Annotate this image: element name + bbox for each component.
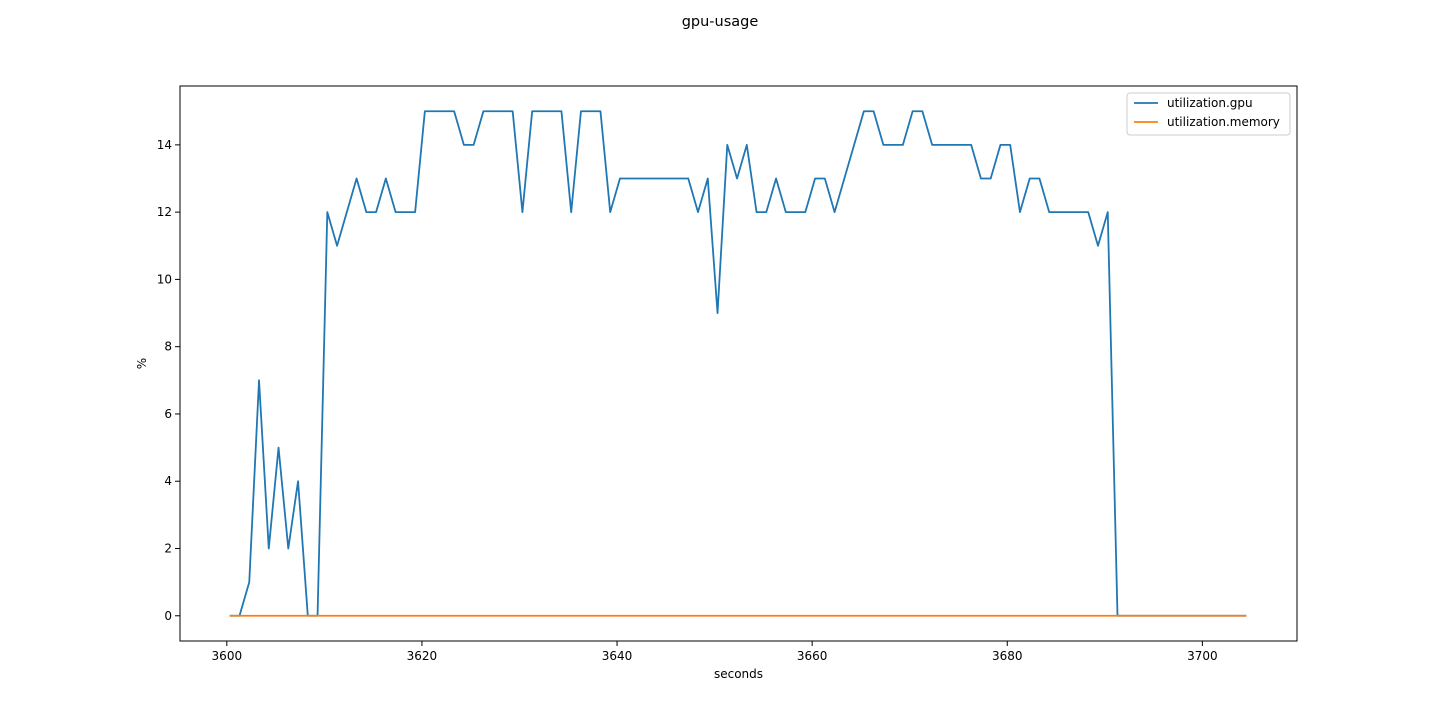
- y-tick-label: 10: [157, 272, 172, 286]
- y-tick-label: 14: [157, 138, 172, 152]
- x-tick-label: 3700: [1187, 649, 1218, 663]
- series-line-utilization-gpu: [229, 110, 1247, 617]
- x-tick-label: 3680: [992, 649, 1023, 663]
- y-tick-label: 12: [157, 205, 172, 219]
- x-axis: 3600 3620 3640 3660 3680 3700: [212, 641, 1218, 663]
- x-tick-label: 3600: [212, 649, 243, 663]
- x-tick-label: 3620: [407, 649, 438, 663]
- x-tick-label: 3640: [602, 649, 633, 663]
- y-tick-label: 6: [164, 407, 172, 421]
- legend-label: utilization.gpu: [1167, 96, 1253, 110]
- y-tick-label: 0: [164, 609, 172, 623]
- y-axis: 0 2 4 6 8 10 12 14: [157, 138, 180, 623]
- y-tick-label: 2: [164, 542, 172, 556]
- series-layer: [229, 110, 1247, 617]
- legend: utilization.gpu utilization.memory: [1126, 92, 1291, 136]
- legend-box: [1126, 92, 1291, 136]
- chart-title: gpu-usage: [682, 14, 759, 30]
- legend-label: utilization.memory: [1167, 115, 1280, 129]
- y-tick-label: 8: [164, 340, 172, 354]
- plot-frame: [179, 85, 1298, 642]
- x-tick-label: 3660: [797, 649, 828, 663]
- x-axis-label: seconds: [714, 667, 763, 681]
- y-tick-label: 4: [164, 474, 172, 488]
- y-axis-label: %: [135, 358, 149, 369]
